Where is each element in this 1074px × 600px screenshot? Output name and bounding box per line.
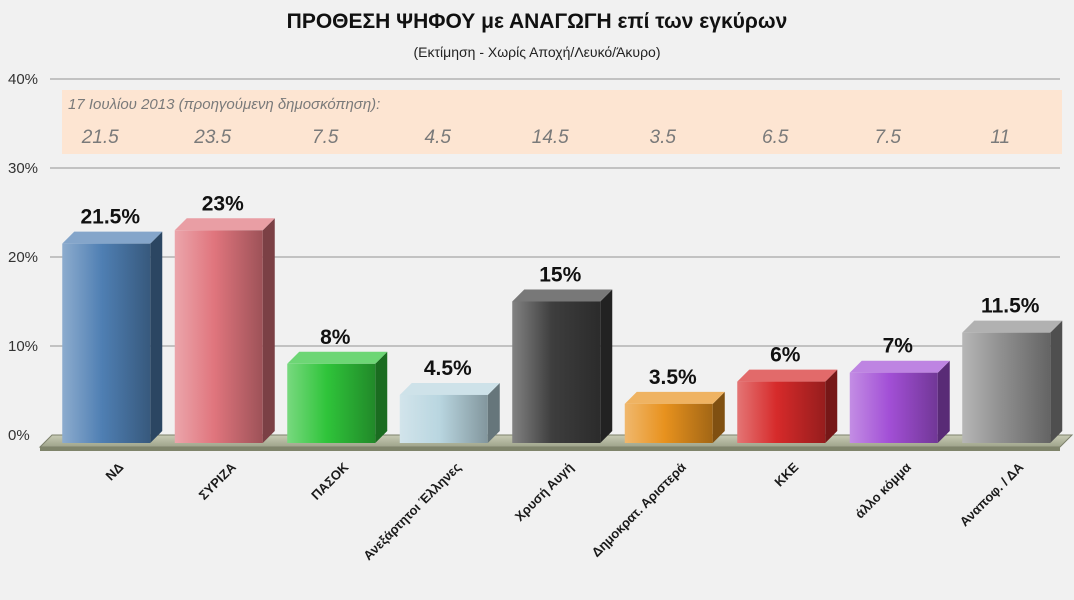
bar-value-label: 11.5% [981, 295, 1040, 318]
previous-poll-value: 21.5 [81, 127, 119, 148]
previous-poll-value: 23.5 [193, 127, 231, 148]
category-label: άλλο κόμμα [852, 460, 914, 522]
bar-value-label: 23% [202, 192, 244, 215]
bar-side [937, 360, 950, 443]
bar-top [624, 391, 725, 404]
category-label: Ανεξάρτητοι Έλληνες [360, 459, 464, 563]
previous-poll-value: 11 [990, 127, 1010, 148]
y-tick-label: 10% [8, 338, 38, 355]
bar [849, 372, 938, 443]
y-tick-label: 40% [8, 71, 38, 88]
previous-poll-value: 14.5 [532, 127, 569, 148]
bar-top [174, 218, 275, 231]
bar-value-label: 8% [320, 326, 351, 349]
bar [962, 332, 1051, 443]
bar [62, 243, 151, 443]
previous-poll-band [62, 90, 1062, 154]
bar-top [512, 289, 613, 302]
category-label: Δημοκρατ. Αριστερά [588, 460, 688, 560]
chart-floor-edge [40, 447, 1060, 451]
bar [399, 394, 488, 443]
bar-side [712, 391, 725, 443]
bar [174, 230, 263, 443]
y-tick-label: 20% [8, 249, 38, 266]
category-label: Χρυσή Αυγή [512, 459, 577, 524]
previous-poll-value: 3.5 [650, 127, 677, 148]
chart-subtitle: (Εκτίμηση - Χωρίς Αποχή/Λευκό/Άκυρο) [413, 44, 661, 60]
bar-side [375, 351, 388, 443]
bar [512, 301, 601, 443]
previous-poll-value: 7.5 [875, 127, 902, 148]
bar-top [287, 351, 388, 364]
bar-top [962, 320, 1063, 333]
bar-value-label: 6% [770, 344, 801, 367]
chart-title: ΠΡΟΘΕΣΗ ΨΗΦΟΥ με ΑΝΑΓΩΓΗ επί των εγκύρων [286, 10, 788, 33]
bar-side [600, 289, 613, 443]
previous-poll-value: 4.5 [425, 127, 452, 148]
bar-value-label: 3.5% [649, 366, 697, 389]
bar-value-label: 7% [883, 335, 914, 358]
bar [624, 403, 713, 443]
bar-side [825, 369, 838, 443]
bar-top [737, 369, 838, 382]
bar-top [399, 382, 500, 395]
previous-poll-label: 17 Ιουλίου 2013 (προηγούμενη δημοσκόπηση… [68, 96, 380, 113]
category-label: ΚΚΕ [771, 459, 801, 489]
bar-side [262, 218, 275, 443]
category-label: Αναποφ. / ΔΑ [957, 459, 1027, 529]
category-label: ΝΔ [103, 460, 127, 484]
previous-poll-value: 7.5 [312, 127, 339, 148]
bar [287, 363, 376, 443]
bar-top [849, 360, 950, 373]
bar-side [1050, 320, 1063, 443]
bar-top [62, 231, 163, 244]
y-tick-label: 30% [8, 160, 38, 177]
y-tick-label: 0% [8, 427, 30, 444]
bar-side [150, 231, 163, 443]
bar-value-label: 21.5% [80, 206, 140, 229]
category-label: ΠΑΣΟΚ [308, 459, 352, 503]
bar-side [487, 382, 500, 443]
previous-poll-value: 6.5 [762, 127, 789, 148]
bar-value-label: 15% [539, 264, 581, 287]
bar-value-label: 4.5% [424, 357, 472, 380]
bar [737, 381, 826, 443]
category-label: ΣΥΡΙΖΑ [196, 459, 240, 503]
